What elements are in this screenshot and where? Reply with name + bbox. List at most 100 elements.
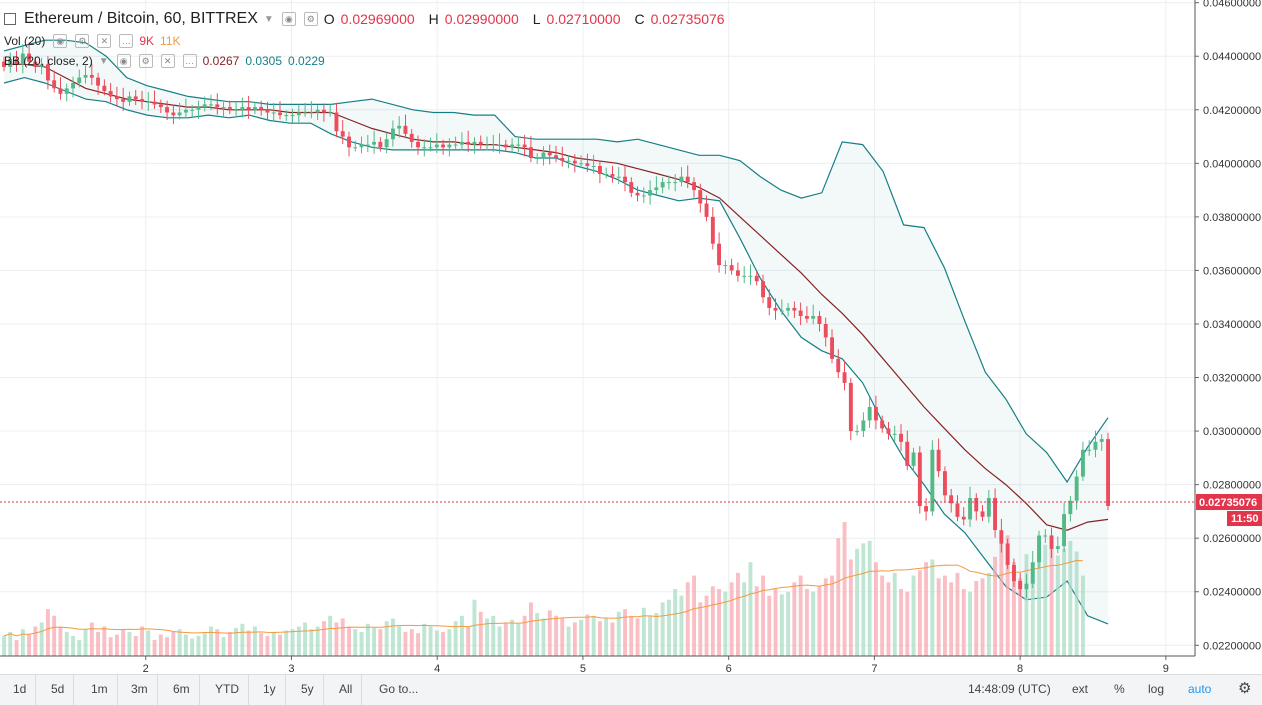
timeframe-ytd[interactable]: YTD xyxy=(206,675,249,705)
auto-toggle[interactable]: auto xyxy=(1188,682,1212,696)
candle-body xyxy=(635,192,640,196)
percent-toggle[interactable]: % xyxy=(1114,682,1125,696)
volume-bar xyxy=(378,629,383,656)
price-tick-label: 0.02600000 xyxy=(1203,533,1261,545)
volume-bar xyxy=(102,626,107,656)
ext-toggle[interactable]: ext xyxy=(1072,682,1089,696)
log-toggle[interactable]: log xyxy=(1148,682,1165,696)
candle-body xyxy=(328,112,333,114)
more-icon[interactable]: … xyxy=(119,34,134,48)
candle-body xyxy=(616,176,621,178)
eye-icon[interactable]: ◉ xyxy=(281,12,296,26)
gear-icon[interactable]: ⚙ xyxy=(1238,680,1252,697)
ohlc-low-label: L xyxy=(532,11,541,27)
candle-body xyxy=(403,125,408,134)
collapse-icon[interactable] xyxy=(4,13,16,25)
eye-icon[interactable]: ◉ xyxy=(53,34,68,48)
volume-bar xyxy=(748,562,753,656)
volume-bar xyxy=(635,618,640,656)
time-tick-label: 3 xyxy=(288,663,294,674)
volume-bar xyxy=(805,589,809,656)
candle-body xyxy=(353,147,358,149)
remove-icon[interactable]: ✕ xyxy=(97,34,112,48)
volume-bar xyxy=(1030,568,1035,656)
candle-body xyxy=(516,144,521,146)
volume-bar xyxy=(874,562,878,656)
volume-bar xyxy=(428,626,433,656)
gear-icon[interactable]: ⚙ xyxy=(75,34,90,48)
volume-bar xyxy=(980,578,985,656)
volume-bar xyxy=(58,626,63,656)
candle-body xyxy=(930,449,935,512)
time-tick-label: 6 xyxy=(726,663,732,674)
volume-bar xyxy=(968,591,972,656)
timeframe-1m[interactable]: 1m xyxy=(82,675,118,705)
utc-clock[interactable]: 14:48:09 (UTC) xyxy=(968,682,1051,696)
volume-bar xyxy=(215,629,220,656)
volume-bar xyxy=(836,538,841,656)
volume-bar xyxy=(303,622,307,656)
candle-body xyxy=(1099,439,1104,442)
candle-body xyxy=(146,101,151,103)
candle-body xyxy=(453,144,458,146)
chevron-down-icon[interactable]: ▼ xyxy=(263,13,274,25)
volume-bar xyxy=(623,609,627,656)
timeframe-1y[interactable]: 1y xyxy=(254,675,286,705)
candle-body xyxy=(773,307,778,311)
current-price-label: 0.02735076 xyxy=(1199,497,1257,509)
gear-icon[interactable]: ⚙ xyxy=(138,54,153,68)
volume-bar xyxy=(547,610,552,656)
candle-body xyxy=(434,144,439,148)
volume-bar xyxy=(899,589,903,656)
candle-body xyxy=(648,190,652,196)
more-icon[interactable]: … xyxy=(182,54,197,68)
timeframe-6m[interactable]: 6m xyxy=(164,675,200,705)
candle-body xyxy=(472,141,477,145)
go-to-date-button[interactable]: Go to... xyxy=(379,682,419,696)
volume-bar xyxy=(572,622,577,656)
volume-bar xyxy=(278,634,282,656)
chevron-down-icon[interactable]: ▼ xyxy=(98,55,109,67)
timeframe-all[interactable]: All xyxy=(330,675,363,705)
timeframe-5y[interactable]: 5y xyxy=(292,675,324,705)
volume-bar xyxy=(842,522,847,656)
volume-bar xyxy=(911,575,916,656)
volume-bar xyxy=(315,626,320,656)
candle-body xyxy=(1005,543,1010,565)
timeframe-1d[interactable]: 1d xyxy=(4,675,37,705)
volume-label[interactable]: Vol (20) xyxy=(4,34,46,48)
bb-lower-value: 0.0229 xyxy=(288,54,325,68)
bb-label[interactable]: BB (20, close, 2) xyxy=(4,54,93,68)
candle-body xyxy=(579,163,583,165)
candle-body xyxy=(1062,514,1066,547)
volume-bar xyxy=(108,637,113,656)
timeframe-3m[interactable]: 3m xyxy=(122,675,158,705)
price-chart[interactable]: 0.02735076 11:50 0.04600000 0.04400000 0.04… xyxy=(0,0,1262,674)
candle-body xyxy=(986,498,991,517)
volume-bar xyxy=(409,629,414,656)
remove-icon[interactable]: ✕ xyxy=(160,54,175,68)
volume-bar xyxy=(660,602,665,656)
candle-body xyxy=(585,163,590,166)
volume-bar xyxy=(1037,548,1041,656)
volume-bar xyxy=(309,629,314,656)
gear-icon[interactable]: ⚙ xyxy=(303,12,318,26)
candle-body xyxy=(704,203,709,217)
price-tick-label: 0.04000000 xyxy=(1203,158,1261,170)
candle-body xyxy=(1037,535,1041,563)
candle-body xyxy=(917,452,922,507)
candle-body xyxy=(855,431,859,433)
candle-body xyxy=(717,243,721,266)
candle-body xyxy=(1068,500,1073,515)
volume-bar xyxy=(604,618,609,656)
eye-icon[interactable]: ◉ xyxy=(116,54,131,68)
volume-bar xyxy=(96,631,100,656)
timeframe-5d[interactable]: 5d xyxy=(42,675,75,705)
candle-body xyxy=(221,107,226,109)
volume-bar xyxy=(196,635,201,656)
candle-body xyxy=(340,131,345,137)
volume-bar xyxy=(591,615,596,656)
volume-bar xyxy=(152,639,157,656)
volume-bar xyxy=(1062,548,1066,656)
symbol-title[interactable]: Ethereum / Bitcoin, 60, BITTREX xyxy=(24,10,258,27)
